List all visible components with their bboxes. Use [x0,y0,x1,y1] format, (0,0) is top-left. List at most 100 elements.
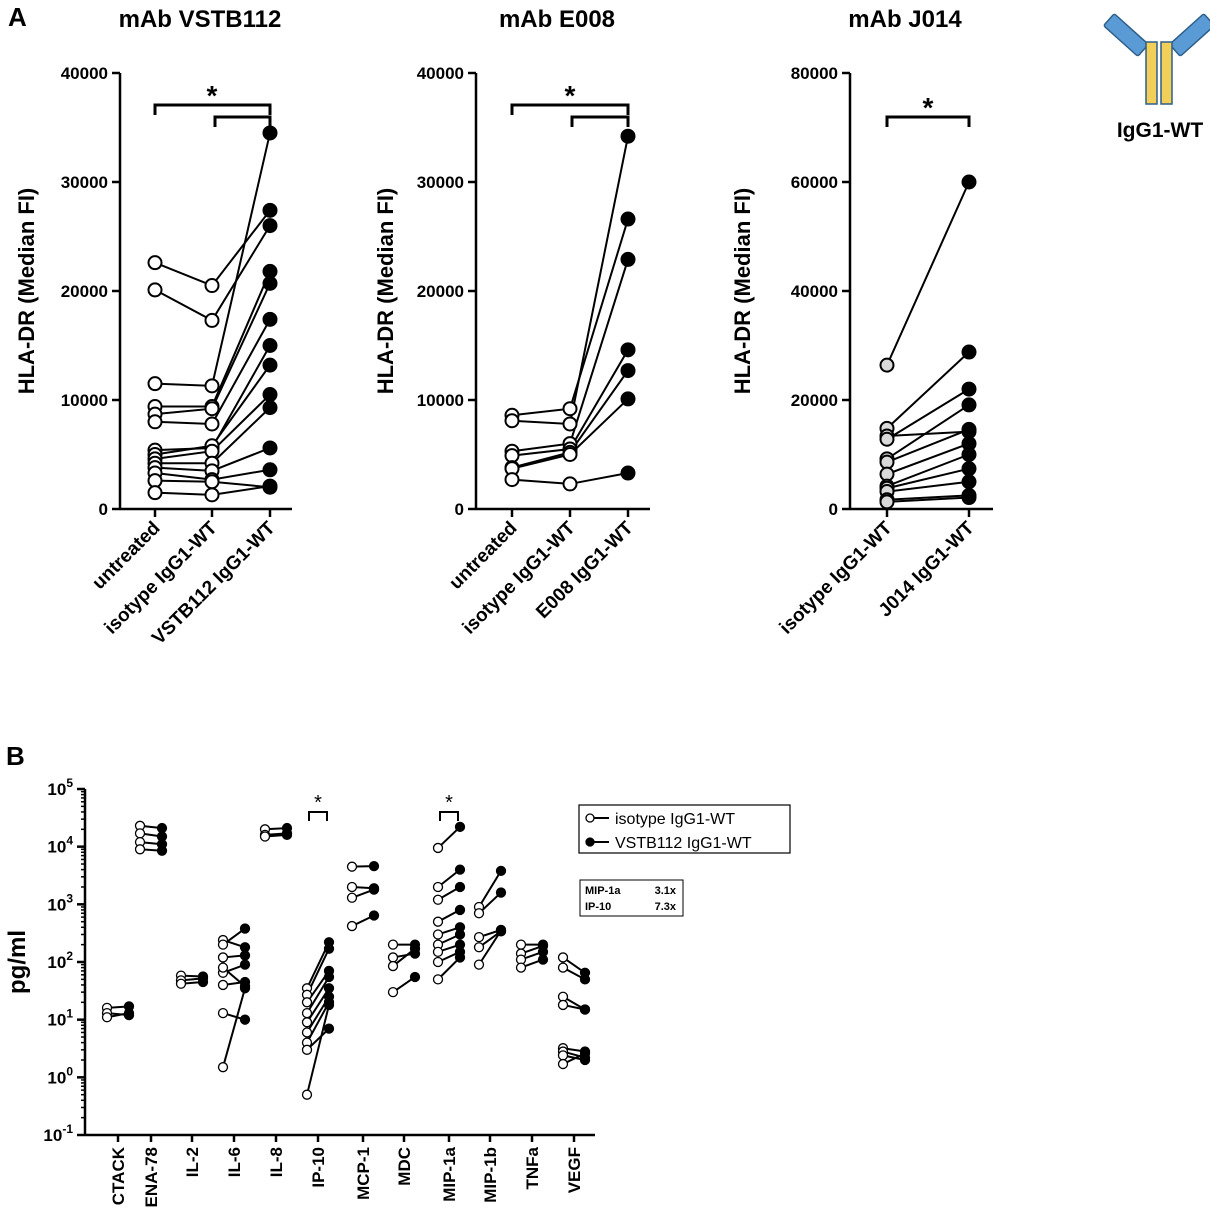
data-point-isotype [473,931,485,943]
data-point [504,472,520,488]
y-tick-label: 0 [829,500,838,519]
series-line [886,181,970,366]
data-point-vstb112 [156,845,168,856]
data-point-isotype [346,892,358,903]
data-point [961,344,977,360]
y-tick-label: 100 [47,1064,73,1087]
data-point-isotype [346,920,358,932]
data-point-vstb112 [579,974,591,985]
data-point-vstb112 [239,959,251,970]
x-tick-label: MIP-1b [481,1147,500,1203]
data-point-isotype [346,881,358,893]
data-point-isotype [473,959,485,970]
fold-change-value: 7.3x [655,901,677,913]
data-point [147,485,163,501]
data-point-vstb112 [123,1007,135,1019]
significance-bracket [213,115,272,127]
chart-mab-e008: mAb E008 HLA-DR (Median FI) 0 10000 20000 300… [373,6,650,639]
series-line [154,209,271,287]
y-tick-label: 80000 [791,64,838,83]
data-point-isotype [387,960,399,972]
data-point-vstb112 [368,910,380,921]
fold-change-name: MIP-1a [585,885,621,897]
series-line [886,388,970,441]
y-tick-label: 60000 [791,173,838,192]
data-point-vstb112 [239,950,251,961]
significance-star: * [314,792,322,814]
data-point [879,357,895,373]
data-point-isotype [101,1012,113,1023]
chart-title: mAb E008 [499,6,615,33]
data-point-isotype [217,952,229,963]
data-point [147,282,163,298]
legend-marker [585,813,595,823]
series-line [154,225,271,322]
y-tick-label: 102 [47,949,73,972]
data-point [562,416,578,432]
significance-bracket [308,811,328,821]
data-point-isotype [217,1007,229,1019]
data-point [262,338,278,353]
data-point [620,211,636,227]
y-tick-label: 103 [47,891,73,914]
data-point-vstb112 [495,925,507,936]
fold-change-name: IP-10 [585,901,611,913]
data-point-vstb112 [239,923,251,934]
significance-bracket [885,115,971,127]
legend-box [578,804,791,854]
data-point-vstb112 [579,1048,591,1059]
data-point-isotype [301,1044,313,1055]
y-tick-label: 20000 [61,282,108,301]
data-point [620,251,636,267]
y-tick-label: 30000 [417,173,464,192]
legend-label: isotype IgG1-WT [615,811,735,828]
significance-star: * [445,792,453,814]
panel-a-label: A [8,2,27,32]
data-point [262,400,278,416]
pair-line [478,870,502,908]
y-tick-label: 0 [99,500,108,519]
series-line [886,494,970,501]
data-point-isotype [557,952,569,963]
x-tick-label: IP-10 [309,1147,328,1188]
data-point-vstb112 [323,999,335,1011]
y-tick-label: 10-1 [43,1122,73,1145]
x-tick-label: VEGF [565,1147,584,1193]
data-point-vstb112 [409,943,421,954]
data-point-isotype [432,929,444,940]
series-line [886,467,970,490]
pair-line [306,1004,330,1095]
x-tick-label: MCP-1 [354,1147,373,1200]
y-axis-label: HLA-DR (Median FI) [730,188,755,395]
data-point-isotype [301,1089,313,1100]
data-point [620,391,636,407]
data-point [961,490,977,506]
antibody-fc-left [1145,41,1158,105]
data-point [262,462,278,478]
y-tick-label: 10000 [417,391,464,410]
y-tick-label: 20000 [417,282,464,301]
x-tick-label: CTACK [109,1146,128,1205]
data-point [204,378,220,394]
data-point-isotype [432,842,444,854]
data-point [620,363,636,379]
data-point-isotype [432,916,444,927]
y-tick-label: 40000 [791,282,838,301]
data-point [879,431,895,447]
data-point-isotype [134,844,146,855]
data-point [961,174,977,190]
data-point [562,476,578,492]
data-point-isotype [557,1058,569,1070]
y-tick-label: 20000 [791,391,838,410]
igg1-antibody-icon [1103,13,1210,105]
pair-line [478,930,502,966]
data-point [620,342,636,358]
data-point-isotype [515,939,527,950]
data-point [562,447,578,462]
chart-mab-vstb112: mAb VSTB112 HLA-DR (Median FI) 0 10000 20000… [14,6,292,649]
data-point-vstb112 [156,822,168,834]
antibody-label: IgG1-WT [1117,119,1203,142]
data-point [204,312,220,328]
series-line [886,442,970,476]
